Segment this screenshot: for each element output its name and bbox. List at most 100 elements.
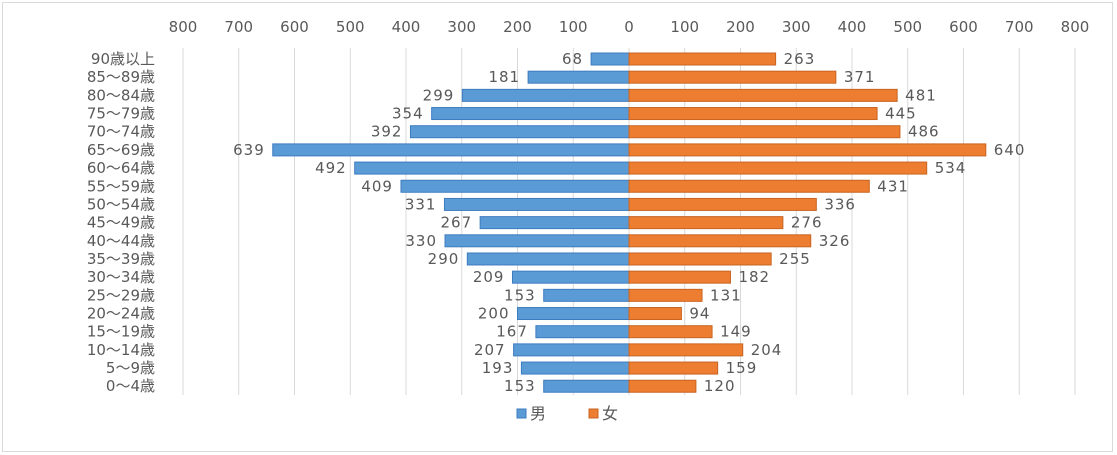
data-label-male: 639 (233, 141, 265, 159)
data-label-female: 336 (824, 195, 856, 213)
x-tick-label: 400 (838, 18, 867, 36)
data-label-male: 153 (504, 286, 536, 304)
data-label-male: 299 (423, 86, 455, 104)
data-label-male: 492 (315, 159, 347, 177)
bar-male (461, 88, 630, 102)
data-label-male: 330 (405, 232, 437, 250)
data-label-male: 207 (474, 341, 506, 359)
category-label: 30～34歳 (87, 268, 155, 286)
x-tick-label: 500 (336, 18, 365, 36)
x-tick-label: 700 (1005, 18, 1034, 36)
data-label-female: 255 (779, 250, 811, 268)
bar-female (628, 270, 731, 284)
data-label-female: 276 (791, 214, 823, 232)
data-label-female: 481 (905, 86, 937, 104)
category-label: 55～59歳 (87, 177, 155, 195)
bar-female (628, 52, 777, 66)
legend-swatch-female (588, 408, 599, 419)
data-label-male: 68 (562, 50, 583, 68)
bar-female (628, 252, 772, 266)
bar-female (628, 288, 703, 302)
data-label-male: 409 (361, 177, 393, 195)
category-label: 70～74歳 (87, 123, 155, 141)
category-label: 5～9歳 (106, 359, 155, 377)
data-label-male: 193 (482, 359, 514, 377)
bar-male (590, 52, 630, 66)
bar-female (628, 88, 898, 102)
bar-female (628, 107, 878, 121)
bar-female (628, 125, 901, 139)
data-label-female: 486 (908, 123, 940, 141)
legend-label-female: 女 (602, 404, 618, 423)
data-label-female: 182 (738, 268, 770, 286)
x-tick-label: 300 (782, 18, 811, 36)
x-tick-label: 600 (280, 18, 309, 36)
bar-male (527, 70, 630, 84)
category-label: 10～14歳 (87, 341, 155, 359)
bar-female (628, 70, 837, 84)
data-label-female: 204 (751, 341, 783, 359)
bar-male (400, 179, 630, 193)
bar-female (628, 179, 870, 193)
bar-male (543, 288, 630, 302)
x-tick-label: 800 (1061, 18, 1090, 36)
x-tick-label: 300 (447, 18, 476, 36)
category-label: 15～19歳 (87, 323, 155, 341)
bar-male (520, 361, 630, 375)
x-tick-label: 200 (726, 18, 755, 36)
bar-male (466, 252, 630, 266)
data-label-male: 331 (405, 195, 437, 213)
data-label-female: 159 (726, 359, 758, 377)
bar-male (535, 325, 630, 339)
data-label-female: 149 (720, 323, 752, 341)
bar-female (628, 343, 744, 357)
bar-male (443, 197, 630, 211)
x-tick-label: 400 (392, 18, 421, 36)
data-label-female: 640 (994, 141, 1026, 159)
bar-female (628, 361, 719, 375)
bar-male (354, 161, 630, 175)
data-label-female: 534 (935, 159, 967, 177)
data-label-male: 354 (392, 105, 424, 123)
bar-male (409, 125, 630, 139)
data-label-male: 181 (488, 68, 520, 86)
bar-female (628, 379, 697, 393)
category-label: 40～44歳 (87, 232, 155, 250)
x-tick-label: 500 (893, 18, 922, 36)
bar-male (543, 379, 630, 393)
legend-label-male: 男 (530, 404, 546, 423)
category-label: 65～69歳 (87, 141, 155, 159)
category-label: 20～24歳 (87, 305, 155, 323)
x-tick-label: 700 (224, 18, 253, 36)
x-tick-label: 800 (169, 18, 198, 36)
bar-male (431, 107, 630, 121)
bar-male (272, 143, 630, 157)
data-label-male: 200 (478, 305, 510, 323)
bar-female (628, 143, 987, 157)
category-label: 80～84歳 (87, 86, 155, 104)
bar-male (479, 216, 630, 230)
bar-female (628, 325, 713, 339)
category-label: 45～49歳 (87, 214, 155, 232)
data-label-male: 392 (371, 123, 403, 141)
category-label: 0～4歳 (106, 377, 155, 395)
x-tick-label: 0 (624, 18, 634, 36)
category-label: 25～29歳 (87, 286, 155, 304)
category-label: 85～89歳 (87, 68, 155, 86)
category-label: 35～39歳 (87, 250, 155, 268)
bar-male (511, 270, 630, 284)
x-tick-label: 100 (670, 18, 699, 36)
data-label-female: 431 (877, 177, 909, 195)
data-label-male: 167 (496, 323, 528, 341)
data-label-female: 326 (819, 232, 851, 250)
data-label-male: 209 (473, 268, 505, 286)
population-pyramid-chart: 800 700 600 500 400 300 200 100 0 100 200 300 400 500… (87, 18, 1090, 423)
category-label: 90歳以上 (91, 50, 155, 68)
bar-female (628, 216, 784, 230)
legend-swatch-male (516, 408, 527, 419)
bar-female (628, 161, 928, 175)
category-label: 50～54歳 (87, 195, 155, 213)
x-tick-label: 100 (559, 18, 588, 36)
data-label-male: 153 (504, 377, 536, 395)
